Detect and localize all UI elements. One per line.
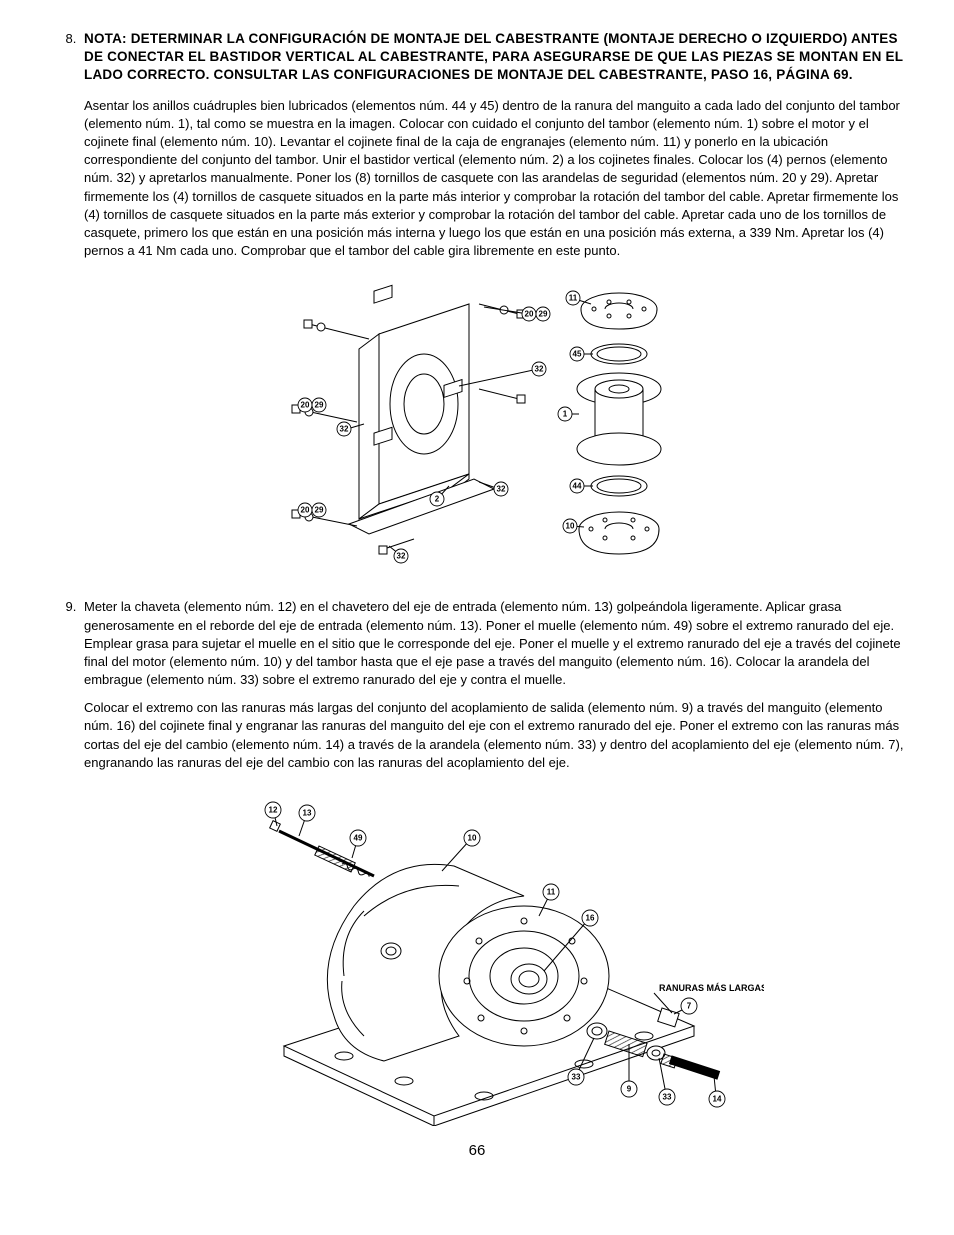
svg-text:32: 32 — [340, 425, 349, 434]
svg-text:11: 11 — [547, 888, 556, 897]
svg-text:29: 29 — [315, 401, 324, 410]
svg-text:44: 44 — [573, 482, 582, 491]
svg-text:32: 32 — [535, 365, 544, 374]
svg-text:7: 7 — [687, 1002, 692, 1011]
step-9-p1: Meter la chaveta (elemento núm. 12) en e… — [84, 598, 904, 689]
svg-text:20: 20 — [301, 506, 310, 515]
svg-text:10: 10 — [566, 522, 575, 531]
diagram-step-9: RANURAS MÁS LARGAS 12 13 49 10 11 16 7 3… — [224, 786, 764, 1126]
svg-text:29: 29 — [539, 310, 548, 319]
svg-text:33: 33 — [572, 1073, 581, 1082]
svg-text:16: 16 — [586, 914, 595, 923]
svg-text:33: 33 — [663, 1093, 672, 1102]
svg-text:13: 13 — [303, 809, 312, 818]
svg-text:1: 1 — [563, 410, 568, 419]
step-9-p2: Colocar el extremo con las ranuras más l… — [84, 699, 904, 772]
svg-text:14: 14 — [713, 1095, 722, 1104]
step-8-body: Asentar los anillos cuádruples bien lubr… — [84, 97, 904, 261]
diagram-step-8: 20 29 32 20 29 32 2 32 20 29 32 — [279, 274, 709, 584]
page-number: 66 — [50, 1140, 904, 1161]
svg-text:2: 2 — [435, 495, 440, 504]
step-8-note: NOTA: DETERMINAR LA CONFIGURACIÓN DE MON… — [84, 30, 904, 85]
instruction-list: NOTA: DETERMINAR LA CONFIGURACIÓN DE MON… — [50, 30, 904, 1126]
ranuras-label: RANURAS MÁS LARGAS — [659, 983, 764, 993]
svg-text:49: 49 — [354, 834, 363, 843]
svg-text:10: 10 — [468, 834, 477, 843]
svg-text:9: 9 — [627, 1085, 632, 1094]
svg-text:20: 20 — [525, 310, 534, 319]
svg-text:12: 12 — [269, 806, 278, 815]
svg-text:32: 32 — [397, 552, 406, 561]
svg-text:20: 20 — [301, 401, 310, 410]
svg-text:29: 29 — [315, 506, 324, 515]
step-8: NOTA: DETERMINAR LA CONFIGURACIÓN DE MON… — [80, 30, 904, 584]
svg-text:11: 11 — [569, 294, 578, 303]
svg-text:32: 32 — [497, 485, 506, 494]
step-9: Meter la chaveta (elemento núm. 12) en e… — [80, 598, 904, 1126]
svg-text:45: 45 — [573, 350, 582, 359]
